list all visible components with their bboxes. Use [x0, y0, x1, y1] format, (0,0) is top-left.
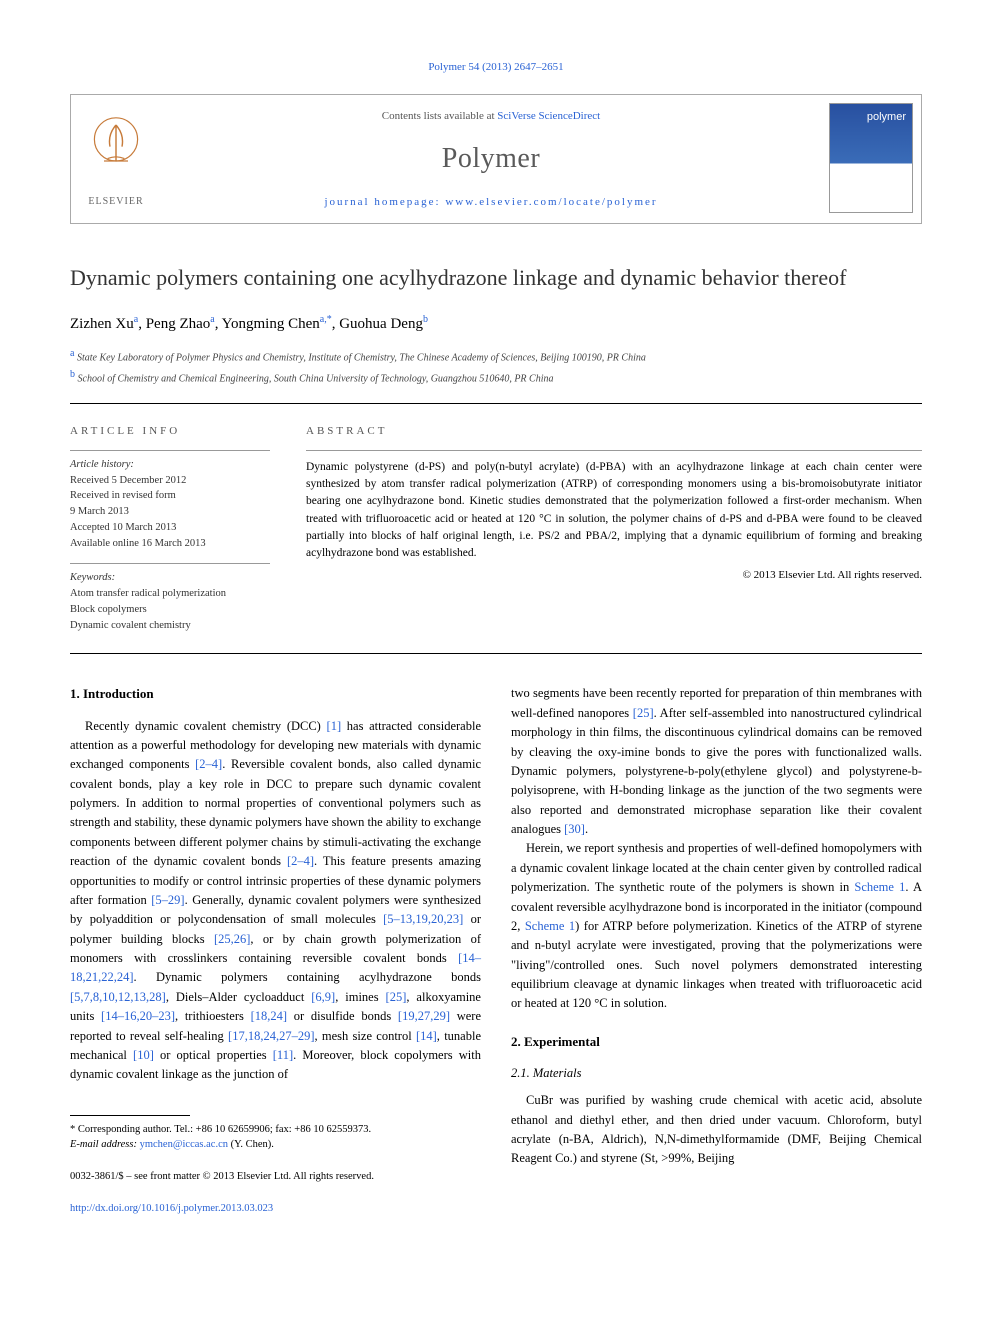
- affil-b-sup: b: [70, 369, 75, 380]
- ref-link[interactable]: [25,26]: [214, 932, 250, 946]
- intro-heading: 1. Introduction: [70, 684, 481, 704]
- journal-header: ELSEVIER Contents lists available at Sci…: [70, 94, 922, 224]
- abstract-label: ABSTRACT: [306, 424, 922, 440]
- article-info-label: ARTICLE INFO: [70, 424, 270, 440]
- email-link[interactable]: ymchen@iccas.ac.cn: [140, 1139, 228, 1150]
- ref-link[interactable]: [1]: [327, 719, 342, 733]
- affiliation-b: b School of Chemistry and Chemical Engin…: [70, 368, 922, 387]
- affiliation-a: a State Key Laboratory of Polymer Physic…: [70, 347, 922, 366]
- column-left: 1. Introduction Recently dynamic covalen…: [70, 684, 481, 1217]
- citation: Polymer 54 (2013) 2647–2651: [70, 60, 922, 76]
- corresponding-author: * Corresponding author. Tel.: +86 10 626…: [70, 1122, 481, 1138]
- elsevier-logo: ELSEVIER: [71, 95, 161, 223]
- ref-link[interactable]: [2–4]: [287, 854, 314, 868]
- contents-prefix: Contents lists available at: [382, 110, 497, 122]
- author-2-affil: a: [210, 314, 214, 325]
- footnote-separator: [70, 1115, 190, 1116]
- materials-paragraph: CuBr was purified by washing crude chemi…: [511, 1091, 922, 1169]
- ref-link[interactable]: [11]: [273, 1048, 293, 1062]
- author-3: Yongming Chen: [222, 316, 320, 332]
- ref-link[interactable]: [5–29]: [151, 893, 184, 907]
- ref-link[interactable]: [14]: [416, 1029, 437, 1043]
- email-line: E-mail address: ymchen@iccas.ac.cn (Y. C…: [70, 1137, 481, 1153]
- scheme-link[interactable]: Scheme 1: [525, 919, 575, 933]
- ref-link[interactable]: [18,24]: [251, 1009, 287, 1023]
- col2-paragraph-1: two segments have been recently reported…: [511, 684, 922, 839]
- col2-paragraph-2: Herein, we report synthesis and properti…: [511, 839, 922, 1013]
- scheme-link[interactable]: Scheme 1: [854, 880, 905, 894]
- journal-title: Polymer: [161, 139, 821, 180]
- author-list: Zizhen Xua, Peng Zhaoa, Yongming Chena,*…: [70, 313, 922, 336]
- author-1: Zizhen Xu: [70, 316, 134, 332]
- contents-available: Contents lists available at SciVerse Sci…: [161, 109, 821, 125]
- publisher-name: ELSEVIER: [86, 195, 146, 210]
- abstract-block: ABSTRACT Dynamic polystyrene (d-PS) and …: [306, 424, 922, 633]
- received-date: Received 5 December 2012: [70, 473, 270, 489]
- sciencedirect-link[interactable]: SciVerse ScienceDirect: [497, 110, 600, 122]
- experimental-heading: 2. Experimental: [511, 1032, 922, 1052]
- divider-bottom: [70, 653, 922, 654]
- doi-link[interactable]: http://dx.doi.org/10.1016/j.polymer.2013…: [70, 1203, 273, 1214]
- keyword-3: Dynamic covalent chemistry: [70, 618, 270, 634]
- ref-link[interactable]: [5–13,19,20,23]: [383, 912, 463, 926]
- divider-top: [70, 403, 922, 404]
- keywords-label: Keywords:: [70, 572, 115, 583]
- email-suffix: (Y. Chen).: [228, 1139, 274, 1150]
- issn-line: 0032-3861/$ – see front matter © 2013 El…: [70, 1169, 481, 1185]
- article-info-block: ARTICLE INFO Article history: Received 5…: [70, 424, 270, 633]
- online-date: Available online 16 March 2013: [70, 536, 270, 552]
- ref-link[interactable]: [30]: [564, 822, 585, 836]
- ref-link[interactable]: [17,18,24,27–29]: [228, 1029, 314, 1043]
- ref-link[interactable]: [5,7,8,10,12,13,28]: [70, 990, 166, 1004]
- intro-paragraph-1: Recently dynamic covalent chemistry (DCC…: [70, 717, 481, 1085]
- homepage-prefix: journal homepage:: [324, 196, 445, 208]
- email-label: E-mail address:: [70, 1139, 140, 1150]
- abstract-copyright: © 2013 Elsevier Ltd. All rights reserved…: [306, 568, 922, 584]
- author-3-affil: a,*: [320, 314, 332, 325]
- author-4: Guohua Deng: [339, 316, 423, 332]
- author-2: Peng Zhao: [146, 316, 211, 332]
- column-right: two segments have been recently reported…: [511, 684, 922, 1217]
- ref-link[interactable]: [25]: [386, 990, 407, 1004]
- journal-cover: [821, 95, 921, 223]
- accepted-date: Accepted 10 March 2013: [70, 520, 270, 536]
- ref-link[interactable]: [25]: [633, 706, 654, 720]
- revised-date: 9 March 2013: [70, 504, 270, 520]
- revised-label: Received in revised form: [70, 488, 270, 504]
- ref-link[interactable]: [14–16,20–23]: [101, 1009, 175, 1023]
- ref-link[interactable]: [2–4]: [195, 757, 222, 771]
- keyword-2: Block copolymers: [70, 602, 270, 618]
- keyword-1: Atom transfer radical polymerization: [70, 586, 270, 602]
- author-4-affil: b: [423, 314, 428, 325]
- affil-b-text: School of Chemistry and Chemical Enginee…: [78, 373, 554, 384]
- affil-a-sup: a: [70, 348, 74, 359]
- materials-heading: 2.1. Materials: [511, 1064, 922, 1083]
- affil-a-text: State Key Laboratory of Polymer Physics …: [77, 353, 646, 364]
- elsevier-tree-icon: [86, 109, 146, 189]
- article-title: Dynamic polymers containing one acylhydr…: [70, 264, 922, 293]
- ref-link[interactable]: [10]: [133, 1048, 154, 1062]
- abstract-text: Dynamic polystyrene (d-PS) and poly(n-bu…: [306, 459, 922, 563]
- homepage-url: www.elsevier.com/locate/polymer: [445, 196, 657, 208]
- ref-link[interactable]: [6,9]: [311, 990, 335, 1004]
- ref-link[interactable]: [19,27,29]: [398, 1009, 450, 1023]
- history-label: Article history:: [70, 459, 134, 470]
- journal-homepage[interactable]: journal homepage: www.elsevier.com/locat…: [161, 195, 821, 211]
- author-1-affil: a: [134, 314, 138, 325]
